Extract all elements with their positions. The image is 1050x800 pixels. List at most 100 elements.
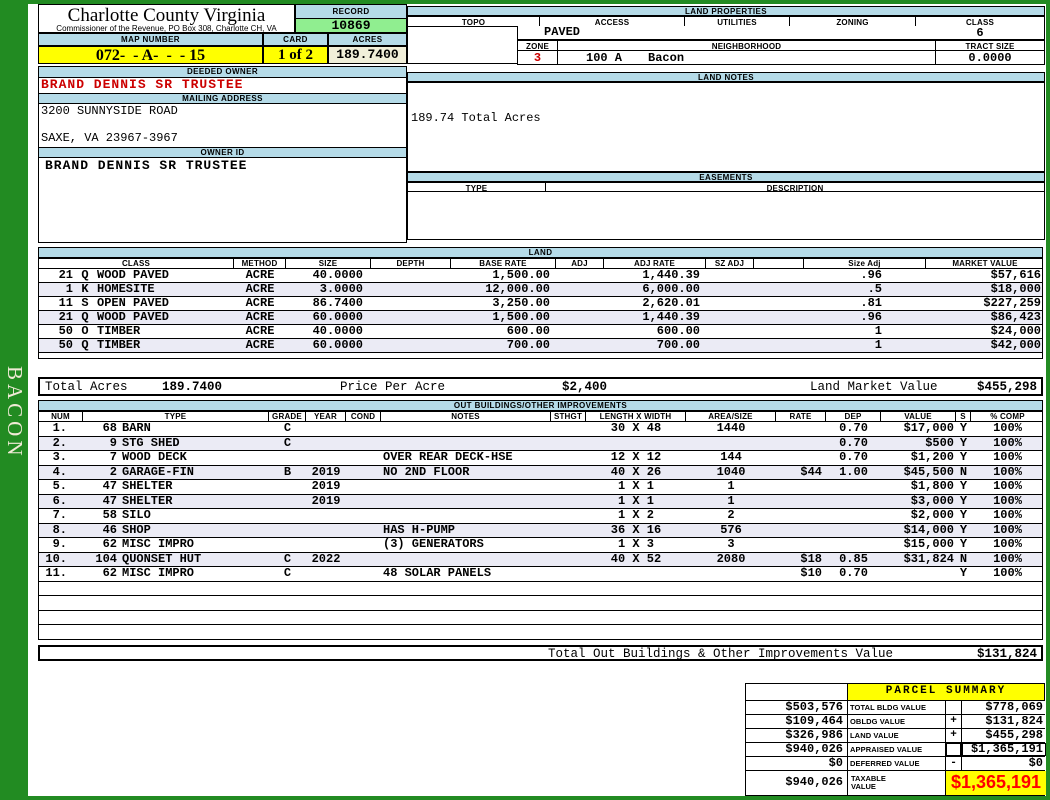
ob-type-name: SHOP — [122, 523, 151, 537]
ob-grade — [269, 509, 306, 523]
neighborhood-value: 100 A Bacon — [557, 50, 936, 65]
parcel-summary: PARCEL SUMMARY $503,576 TOTAL BLDG VALUE… — [745, 683, 1046, 796]
ob-type-name: MISC IMPRO — [122, 538, 195, 551]
outbuilding-row: 8. 46 SHOP HAS H-PUMP 36 X 16 576 $14,00… — [39, 523, 1042, 538]
ob-dep — [826, 524, 881, 538]
ob-length-width: 40 X 26 — [610, 465, 662, 479]
land-market-value: $24,000 — [990, 325, 1041, 338]
land-market-value: $57,616 — [990, 269, 1041, 282]
record-value: 10869 — [295, 18, 407, 33]
neighborhood-code: 100 A — [586, 51, 623, 65]
land-base-rate: 600.00 — [506, 325, 550, 338]
parcel-summary-row: $326,986 LAND VALUE + $455,298 — [746, 729, 1046, 742]
land-size-adj: 1 — [874, 339, 882, 352]
outbuilding-row: 11. 62 MISC IMPRO C 48 SOLAR PANELS $10 … — [39, 567, 1042, 582]
land-adj — [556, 269, 604, 282]
ob-sthgt — [551, 524, 586, 538]
land-base-rate: 1,500.00 — [492, 269, 550, 282]
ob-notes — [381, 495, 551, 509]
ob-area-size: 1040 — [716, 465, 746, 479]
ps-left-value: $940,026 — [746, 743, 847, 756]
col-notes: NOTES — [381, 412, 551, 421]
col-rate: RATE — [776, 412, 826, 421]
ob-rate — [776, 451, 826, 465]
ob-dep — [826, 480, 881, 494]
land-row: 21 Q WOOD PAVED ACRE 60.0000 1,500.00 1,… — [39, 311, 1042, 325]
ob-grade: C — [283, 552, 292, 566]
land-depth — [371, 269, 451, 282]
ob-s-flag: Y — [959, 451, 968, 464]
ob-notes: HAS H-PUMP — [383, 523, 456, 537]
ob-s-flag: Y — [959, 480, 968, 493]
ob-cond — [346, 509, 381, 523]
outbuilding-row: 6. 47 SHELTER 2019 1 X 1 1 $3,000 Y 100% — [39, 494, 1042, 509]
ob-pct-comp: 100% — [993, 422, 1022, 435]
ps-left-value: $326,986 — [746, 729, 847, 742]
ob-value: $500 — [925, 436, 954, 450]
ob-value: $45,500 — [903, 465, 954, 479]
ob-length-width: 36 X 16 — [610, 523, 662, 537]
land-market-value: $86,423 — [990, 311, 1041, 324]
ob-grade: C — [283, 436, 292, 450]
ob-area-size: 1 — [727, 494, 735, 508]
ps-sign: - — [946, 757, 961, 770]
ob-year: 2022 — [311, 552, 341, 566]
outbuildings-total-label: Total Out Buildings & Other Improvements… — [548, 647, 894, 661]
ob-type-name: QUONSET HUT — [122, 552, 202, 566]
outbuilding-row: 5. 47 SHELTER 2019 1 X 1 1 $1,800 Y 100% — [39, 480, 1042, 495]
ob-grade: C — [283, 422, 292, 435]
ob-num: 9. — [52, 538, 67, 551]
ob-num: 6. — [52, 494, 67, 508]
ob-sthgt — [551, 509, 586, 523]
ps-left-value: $109,464 — [746, 715, 847, 728]
col-type: TYPE — [83, 412, 269, 421]
access-value: PAVED — [517, 26, 1045, 40]
ps-sign: + — [946, 729, 961, 742]
ob-sthgt — [551, 538, 586, 552]
ob-s-flag: N — [959, 465, 968, 479]
col-depth: DEPTH — [371, 259, 451, 268]
land-size-adj: .96 — [860, 269, 882, 282]
ob-s-flag: Y — [959, 567, 968, 580]
ps-value: $0 — [962, 757, 1046, 770]
outbuildings-total-value: $131,824 — [976, 647, 1037, 661]
ob-year — [306, 538, 346, 552]
ob-type-name: MISC IMPRO — [122, 567, 195, 580]
ob-notes — [381, 509, 551, 523]
map-number-value: 072- - A- - - 15 — [38, 46, 263, 64]
ob-num: 10. — [45, 552, 67, 566]
ob-area-size: 144 — [720, 451, 742, 464]
ob-notes: OVER REAR DECK-HSE — [383, 451, 513, 464]
land-adj — [556, 325, 604, 338]
land-class-code: Q — [81, 339, 89, 352]
ps-value: $778,069 — [962, 701, 1046, 714]
ob-type-name: BARN — [122, 422, 151, 435]
ob-cond — [346, 524, 381, 538]
land-adj-rate: 600.00 — [656, 325, 700, 338]
zone-value: 3 — [517, 50, 558, 65]
col-adj: ADJ — [556, 259, 604, 268]
ob-dep: 0.70 — [839, 436, 868, 450]
ob-notes — [381, 480, 551, 494]
ob-year — [306, 451, 346, 465]
topo-value — [407, 26, 518, 64]
ob-pct-comp: 100% — [993, 552, 1022, 566]
ob-rate — [776, 422, 826, 436]
taxable-value-row: $940,026 TAXABLE VALUE $1,365,191 — [746, 771, 1046, 795]
land-class-name: WOOD PAVED — [97, 269, 170, 282]
total-acres-value: 189.7400 — [162, 380, 223, 394]
ps-left-value: $503,576 — [746, 701, 847, 714]
ob-type-code: 46 — [102, 523, 117, 537]
col-length-width: LENGTH X WIDTH — [586, 412, 686, 421]
land-blank — [754, 325, 804, 338]
deeded-owner-value: BRAND DENNIS SR TRUSTEE — [41, 77, 244, 92]
col-size: SIZE — [286, 259, 371, 268]
ob-year — [306, 509, 346, 523]
ps-sign — [946, 701, 961, 714]
address-line-2: SAXE, VA 23967-3967 — [41, 131, 178, 145]
land-sz-adj-tbl — [706, 269, 754, 282]
ob-num: 11. — [45, 567, 67, 580]
land-method: ACRE — [245, 283, 275, 296]
card-value: 1 of 2 — [263, 46, 328, 64]
col-pct-comp: % COMP — [990, 412, 1025, 421]
